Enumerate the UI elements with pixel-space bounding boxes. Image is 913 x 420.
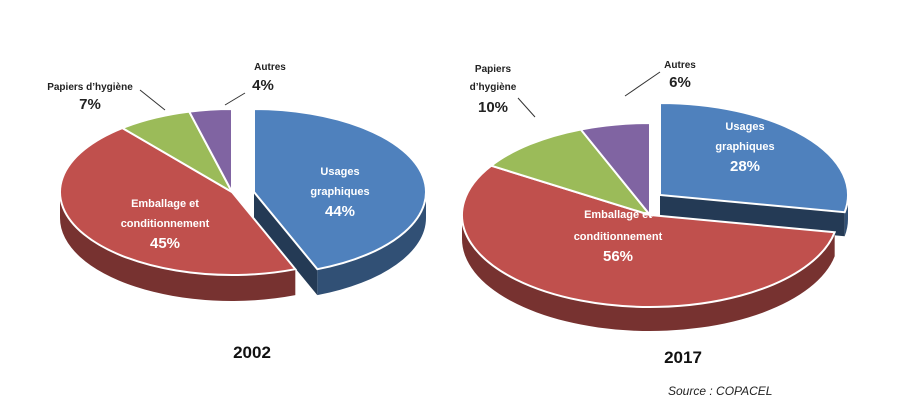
slice-label-1-1: conditionnement [574, 231, 663, 243]
pie-slice-usages-graphiques [659, 101, 849, 214]
leader-line-3 [624, 71, 661, 97]
chart-title-2002: 2002 [233, 343, 271, 362]
pie-chart-2002: Usages graphiques 44% Emballage et condition… [47, 62, 427, 362]
slice-value-0: 44% [325, 203, 355, 220]
pie-slice-papiers-d-hygi-ne [489, 128, 653, 217]
leader-line-2 [139, 89, 166, 111]
chart-title-2017: 2017 [664, 348, 702, 367]
slice-value-2: 10% [478, 99, 508, 116]
pie-chart-2017: Usages graphiques 28% Emballage et condition… [461, 60, 849, 367]
pie-side-0 [317, 192, 426, 296]
leader-line-3 [224, 92, 246, 106]
pie-slice-emballage-et-conditionnement [59, 126, 298, 276]
slice-label-3-0: Autres [254, 62, 286, 73]
slice-label-0-0: Usages [725, 121, 764, 133]
slice-value-3: 4% [252, 77, 274, 94]
slice-label-0-1: graphiques [715, 141, 774, 153]
slice-label-2-1: d’hygiène [470, 82, 517, 93]
pie-slice-usages-graphiques [253, 107, 427, 271]
slice-label-2-0: Papiers [475, 64, 512, 75]
slice-value-1: 45% [150, 235, 180, 252]
pie-slice-emballage-et-conditionnement [461, 164, 837, 308]
slice-value-2: 7% [79, 96, 101, 113]
slice-label-0-0: Usages [320, 166, 359, 178]
pie-slice-autres [578, 121, 651, 218]
pie-wall-0-1 [660, 195, 845, 237]
source-note: Source : COPACEL [668, 384, 773, 398]
slice-label-3-0: Autres [664, 60, 696, 71]
slice-label-1-1: conditionnement [121, 218, 210, 230]
slice-label-0-1: graphiques [310, 186, 369, 198]
pie-side-1 [60, 192, 296, 301]
slice-value-0: 28% [730, 158, 760, 175]
leader-line-2 [517, 97, 536, 118]
slice-label-1-0: Emballage et [584, 209, 652, 221]
slice-label-1-0: Emballage et [131, 198, 199, 210]
pie-side-1 [461, 215, 835, 332]
pie-wall-0-1 [254, 192, 318, 296]
pie-slice-autres [187, 107, 233, 193]
slice-label-2-0: Papiers d’hygiène [47, 82, 133, 93]
slice-value-1: 56% [603, 248, 633, 265]
slice-value-3: 6% [669, 74, 691, 91]
